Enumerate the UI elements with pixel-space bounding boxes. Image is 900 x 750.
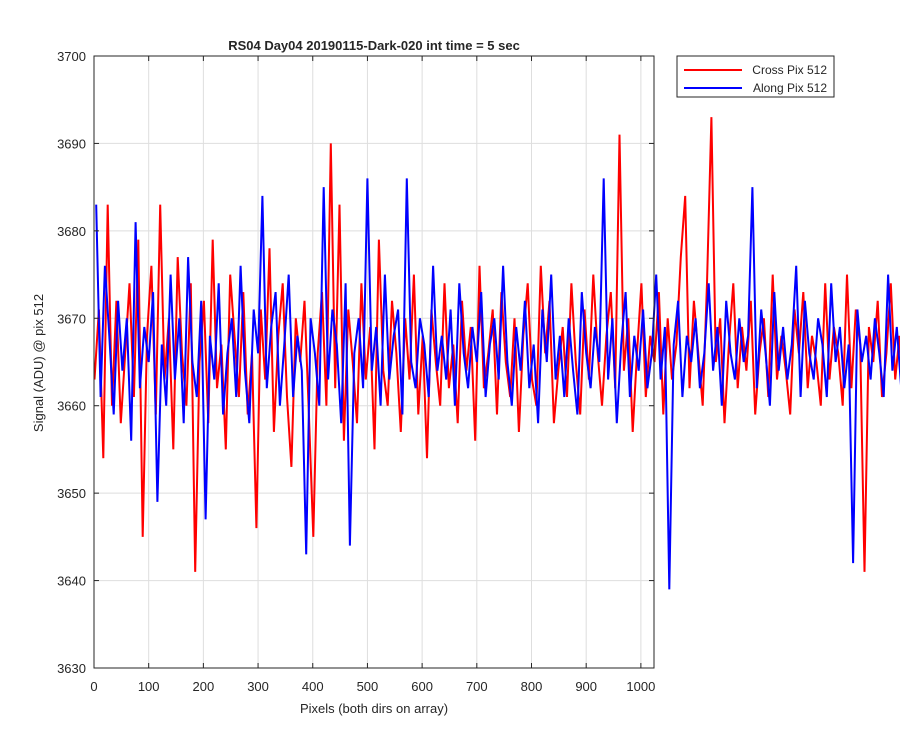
axes-box	[93, 55, 655, 669]
x-tick-label: 1000	[626, 679, 655, 694]
x-tick-label: 500	[357, 679, 379, 694]
legend-label-cross: Cross Pix 512	[752, 63, 827, 77]
y-tick-label: 3690	[57, 136, 86, 151]
tick-labels: 0 100 200 300 400 500 600 700 800 900 1000 3630 3640…	[57, 49, 655, 694]
y-tick-label: 3680	[57, 224, 86, 239]
series-line-along-pix-512	[95, 178, 900, 590]
axes-background	[94, 56, 654, 668]
x-tick-label: 400	[302, 679, 324, 694]
y-axis-label: Signal (ADU) @ pix 512	[31, 294, 46, 432]
legend-label-along: Along Pix 512	[753, 81, 827, 95]
x-tick-label: 700	[466, 679, 488, 694]
x-tick-label: 300	[247, 679, 269, 694]
series-line-cross-pix-512	[93, 117, 900, 572]
series-layer	[93, 117, 900, 590]
ticks	[93, 55, 654, 669]
x-axis-label: Pixels (both dirs on array)	[300, 701, 448, 716]
x-tick-label: 0	[90, 679, 97, 694]
y-tick-label: 3670	[57, 311, 86, 326]
x-tick-label: 200	[193, 679, 215, 694]
legend-box	[676, 55, 835, 98]
x-tick-label: 600	[411, 679, 433, 694]
x-tick-label: 100	[138, 679, 160, 694]
x-tick-label: 900	[575, 679, 597, 694]
chart-title: RS04 Day04 20190115-Dark-020 int time = …	[228, 38, 520, 53]
x-tick-label: 800	[521, 679, 543, 694]
y-tick-label: 3650	[57, 486, 86, 501]
plot-area: 0 100 200 300 400 500 600 700 800 900 1000 3630 3640…	[57, 49, 900, 694]
y-tick-label: 3660	[57, 399, 86, 414]
y-tick-label: 3630	[57, 661, 86, 676]
y-tick-label: 3640	[57, 574, 86, 589]
legend: Cross Pix 512 Along Pix 512	[676, 55, 835, 98]
y-tick-label: 3700	[57, 49, 86, 64]
